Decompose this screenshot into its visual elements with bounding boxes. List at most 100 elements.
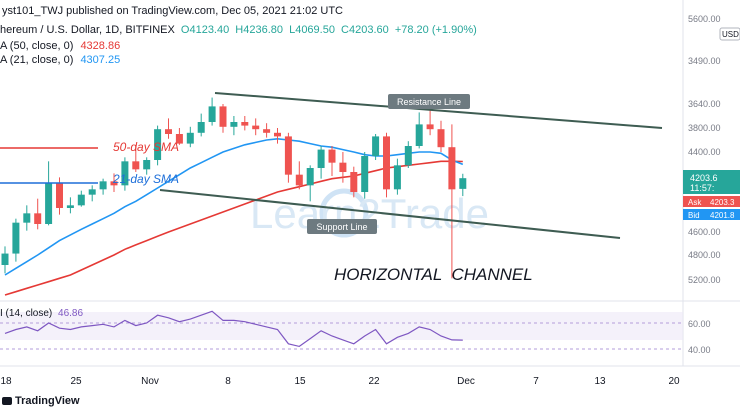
candle <box>393 158 401 195</box>
bid-label: Bid <box>688 211 700 220</box>
currency-badge <box>719 27 740 41</box>
last-price-value: 4203.6 <box>690 173 718 183</box>
resistance-line[interactable] <box>214 92 663 129</box>
ma50-legend[interactable]: A (50, close, 0) 4328.86 <box>0 40 120 52</box>
price-tick-label: 4400.00 <box>688 147 721 157</box>
candle <box>88 185 96 202</box>
candle-body <box>1 253 9 265</box>
rsi-tick-40: 40.00 <box>688 345 711 355</box>
ma21-legend[interactable]: A (21, close, 0) 4307.25 <box>0 54 120 66</box>
ohlc-change: +78.20 (+1.90%) <box>394 24 477 36</box>
last-price-badge <box>683 170 740 194</box>
candle-body <box>154 129 162 160</box>
candle <box>230 116 238 136</box>
candle <box>110 173 118 192</box>
candle <box>197 113 205 137</box>
candle <box>208 97 216 126</box>
candle-body <box>241 122 249 126</box>
price-scale[interactable]: 5600.00 USD 5200.00 4800.00 4600.00 4400.00… <box>683 14 740 355</box>
candle <box>350 166 358 198</box>
candle <box>143 157 151 175</box>
candle-body <box>306 168 314 186</box>
bid-value: 4201.8 <box>710 211 735 220</box>
time-axis[interactable]: 18 25 Nov 8 15 22 Dec 7 13 20 <box>0 376 680 387</box>
candle <box>404 141 412 168</box>
rsi-legend[interactable]: I (14, close) 46.86 <box>0 308 83 319</box>
tradingview-logo[interactable]: TradingView <box>2 395 80 407</box>
ask-label: Ask <box>688 198 702 207</box>
candle-body <box>437 129 445 148</box>
candle <box>219 104 227 133</box>
support-line[interactable] <box>159 189 621 239</box>
candle-body <box>263 129 271 133</box>
ask-value-badge <box>707 196 740 207</box>
time-axis-label: 20 <box>668 376 680 387</box>
candle <box>175 128 183 145</box>
time-axis-label: Dec <box>457 376 475 387</box>
candle-body <box>426 124 434 130</box>
candle-body <box>45 182 53 224</box>
candle-body <box>393 165 401 190</box>
candle <box>34 198 42 230</box>
candle <box>317 146 325 179</box>
candle-body <box>186 132 194 144</box>
tradingview-logo-icon <box>2 397 12 405</box>
rsi-legend-value: 46.86 <box>58 308 84 319</box>
channel-title: HORIZONTAL CHANNEL <box>334 265 533 284</box>
ma50-annotation: 50-day SMA <box>113 140 179 154</box>
candle <box>361 152 369 199</box>
candle-body <box>448 147 456 190</box>
rsi-band <box>0 312 683 350</box>
resistance-label-text: Resistance Line <box>397 97 461 107</box>
ma21-legend-label: A (21, close, 0) <box>0 54 74 66</box>
time-axis-label: 13 <box>594 376 606 387</box>
candle <box>77 190 85 207</box>
candle-body <box>175 134 183 144</box>
candle <box>263 123 271 138</box>
rsi-line <box>4 310 463 348</box>
candle <box>45 161 53 226</box>
candle <box>23 205 31 231</box>
candle-body <box>99 181 107 190</box>
candle <box>154 125 162 166</box>
bid-value-badge <box>707 209 740 220</box>
candle-body <box>459 178 467 189</box>
candle-body <box>415 124 423 146</box>
symbol-line: hereum / U.S. Dollar, 1D, BITFINEX O4123… <box>0 24 477 36</box>
candle-body <box>34 213 42 224</box>
time-axis-label: 25 <box>70 376 82 387</box>
candle <box>121 157 129 191</box>
resistance-label: Resistance Line <box>388 94 470 109</box>
candle <box>241 116 249 131</box>
price-tick-label: 4600.00 <box>688 227 721 237</box>
candle-body <box>230 122 238 127</box>
candle-body <box>121 161 129 186</box>
candle-body <box>350 172 358 192</box>
candle-body <box>361 156 369 192</box>
candle <box>437 120 445 152</box>
time-axis-label: 15 <box>294 376 306 387</box>
candle <box>165 118 172 139</box>
countdown-value: 11:57: <box>690 183 714 193</box>
candlesticks <box>1 97 467 279</box>
price-tick-top: 5600.00 <box>688 14 721 24</box>
candle <box>426 106 434 136</box>
candle-body <box>77 194 85 206</box>
candle-body <box>404 146 412 166</box>
price-tick-label: 3640.00 <box>688 99 721 109</box>
candle-body <box>383 136 390 190</box>
ask-value: 4203.3 <box>710 198 735 207</box>
candle <box>328 146 336 176</box>
price-tick-label: 4800.00 <box>688 250 721 260</box>
candle <box>12 218 20 262</box>
candle <box>186 126 194 148</box>
candle-body <box>295 174 303 186</box>
support-label: Support Line <box>307 219 377 234</box>
candle <box>383 132 390 198</box>
candle-body <box>274 132 281 137</box>
ma50-legend-label: A (50, close, 0) <box>0 40 74 52</box>
time-axis-label: 8 <box>225 376 231 387</box>
candle-body <box>165 129 172 134</box>
rsi-tick-60: 60.00 <box>688 319 711 329</box>
